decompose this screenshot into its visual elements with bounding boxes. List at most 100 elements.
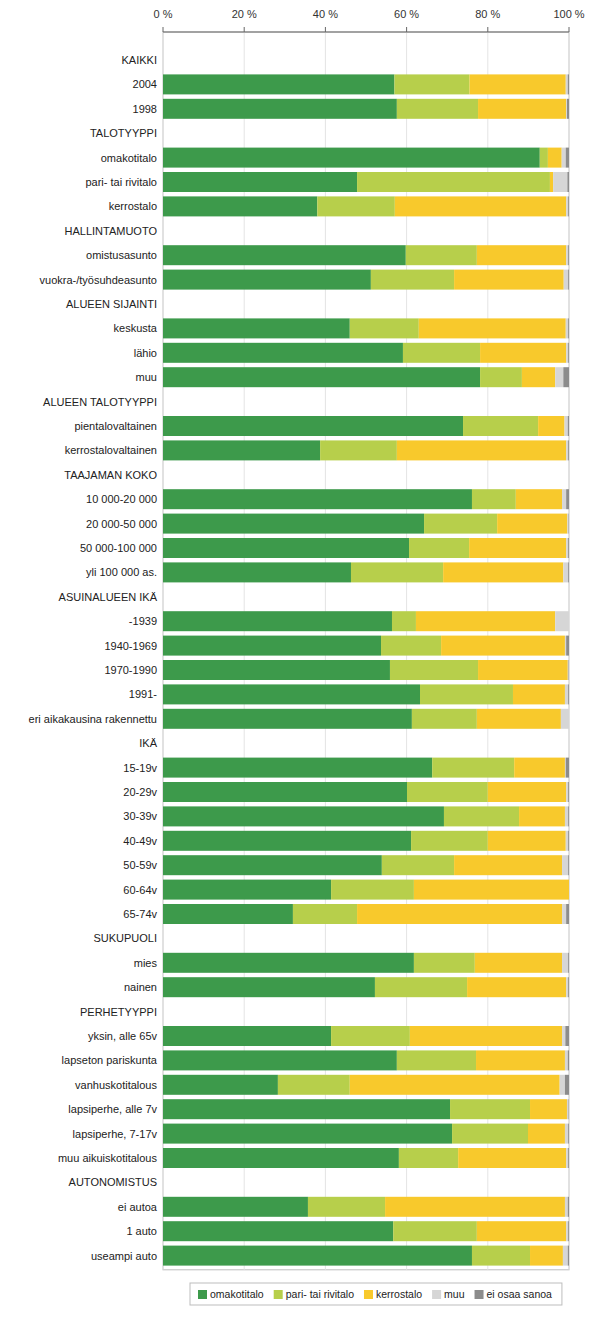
bar-segment (566, 1148, 568, 1168)
category-label: vuokra-/työsuhdeasunto (40, 274, 157, 286)
bar-segment (555, 611, 569, 631)
bar-segment (566, 245, 568, 265)
bar-segment (163, 1246, 472, 1266)
bar-segment (452, 1124, 528, 1144)
bar-segment (562, 1026, 565, 1046)
category-label: 10 000-20 000 (86, 493, 157, 505)
bar-segment (566, 538, 568, 558)
group-label: SUKUPUOLI (93, 932, 157, 944)
bar-segment (163, 1026, 331, 1046)
bar-segment (568, 855, 569, 875)
category-label: 1998 (133, 103, 157, 115)
bar-segment (568, 440, 569, 460)
bar-segment (568, 416, 569, 436)
category-label: lähio (134, 347, 157, 359)
category-label: 50 000-100 000 (80, 542, 157, 554)
bar-segment (382, 855, 454, 875)
group-label: HALLINTAMUOTO (65, 225, 158, 237)
category-label: omakotitalo (101, 152, 157, 164)
category-label: 50-59v (123, 859, 157, 871)
tick-mark (325, 27, 326, 32)
bar-segment (443, 562, 563, 582)
bar-segment (371, 270, 454, 290)
legend-label: pari- tai rivitalo (286, 1288, 354, 1300)
category-label: 65-74v (123, 908, 157, 920)
bar-segment (163, 1099, 450, 1119)
bar-segment (568, 953, 569, 973)
category-label: lapsiperhe, 7-17v (73, 1128, 158, 1140)
bar-segment (450, 1099, 530, 1119)
bar-segment (566, 782, 568, 802)
bar-segment (568, 660, 569, 680)
bar-segment (480, 367, 522, 387)
bar-segment (163, 684, 420, 704)
bar-segment (469, 538, 566, 558)
category-label: yksin, alle 65v (88, 1030, 158, 1042)
bar-segment (538, 416, 564, 436)
bar-segment (470, 74, 566, 94)
bar-segment (163, 440, 320, 460)
category-label: yli 100 000 as. (86, 566, 157, 578)
bar-segment (163, 245, 406, 265)
bar-segment (163, 611, 392, 631)
bar-segment (399, 1148, 458, 1168)
bar-segment (163, 1050, 397, 1070)
category-label: lapsiperhe, alle 7v (68, 1103, 157, 1115)
bar-segment (568, 806, 569, 826)
bar-segment (163, 709, 412, 729)
category-label: keskusta (114, 322, 158, 334)
tick-label: 60 % (394, 8, 419, 20)
category-label: 1970-1990 (104, 664, 157, 676)
bar-segment (566, 343, 568, 363)
bar-segment (357, 904, 562, 924)
bar-segment (163, 343, 403, 363)
bar-segment (563, 562, 568, 582)
bar-segment (568, 245, 569, 265)
bar-segment (278, 1075, 350, 1095)
bar-segment (163, 660, 390, 680)
bar-segment (563, 367, 569, 387)
bar-segment (565, 1124, 568, 1144)
group-label: ALUEEN SIJAINTI (66, 298, 157, 310)
legend: omakotitalopari- tai rivitalokerrostalom… (190, 1283, 562, 1305)
bar-segment (567, 172, 569, 192)
category-label: pari- tai rivitalo (85, 176, 157, 188)
bar-segment (163, 1148, 399, 1168)
bar-segment (567, 660, 569, 680)
bar-segment (565, 636, 566, 656)
plot-frame (163, 32, 569, 1270)
bar-segment (568, 977, 569, 997)
category-label: vanhuskotitalous (75, 1079, 157, 1091)
legend-label: muu (444, 1288, 465, 1300)
bar-segment (565, 1075, 569, 1095)
tick-label: 0 % (154, 8, 173, 20)
bar-segment (477, 709, 561, 729)
bar-segment (568, 1221, 569, 1241)
bar-segment (432, 758, 514, 778)
bar-segment (441, 636, 565, 656)
bar-segment (395, 196, 566, 216)
category-label: muu (136, 371, 157, 383)
category-label: 20-29v (123, 786, 157, 798)
bar-segment (568, 684, 569, 704)
bar-segment (566, 196, 568, 216)
bar-segment (565, 1197, 568, 1217)
bar-segment (568, 562, 569, 582)
bar-segment (562, 489, 566, 509)
group-label: IKÄ (139, 737, 157, 749)
bar-segment (163, 99, 397, 119)
bar-segment (566, 74, 568, 94)
bar-segment (565, 806, 568, 826)
bar-segment (550, 172, 553, 192)
bar-segment (555, 367, 563, 387)
bar-segment (566, 904, 569, 924)
bar-segment (385, 1197, 565, 1217)
bar-segment (393, 1221, 477, 1241)
bar-segment (420, 684, 513, 704)
bar-segment (163, 148, 540, 168)
legend-frame (190, 1283, 562, 1305)
bar-segment (163, 831, 411, 851)
bar-segment (569, 611, 570, 631)
bar-segment (476, 1050, 565, 1070)
legend-label: omakotitalo (210, 1288, 264, 1300)
